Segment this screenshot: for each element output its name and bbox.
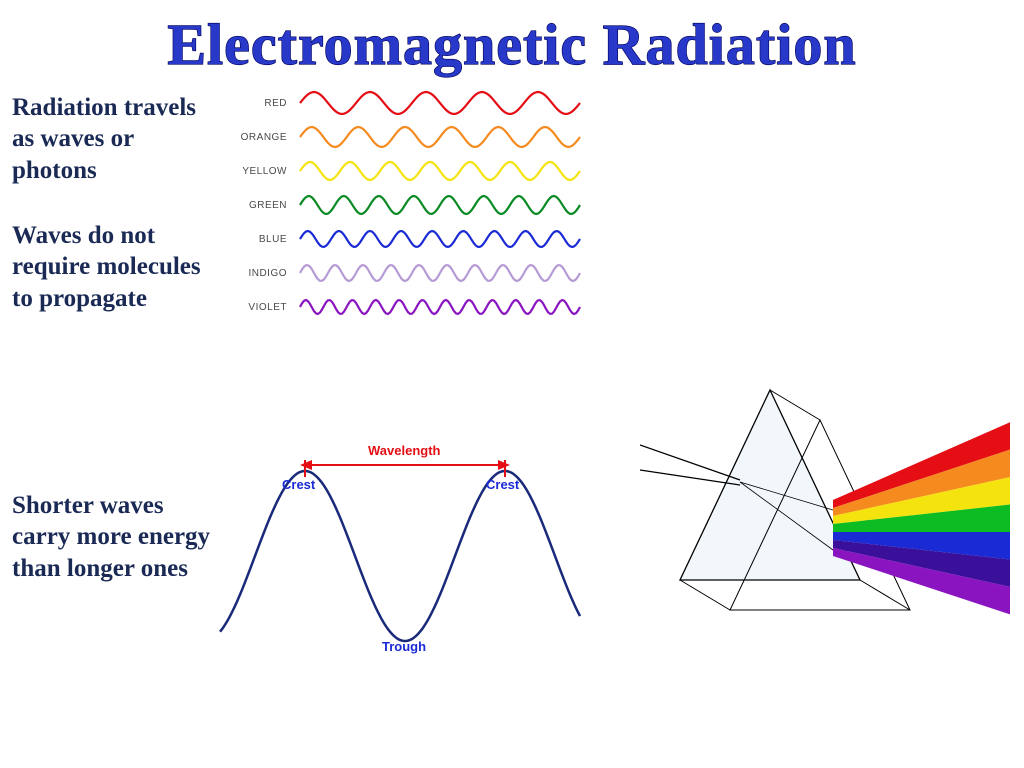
spectrum-wave [295,156,585,186]
crest-label-left: Crest [282,477,315,492]
prism-svg [640,350,1010,650]
bullet-text-3: Shorter waves carry more energy than lon… [12,490,222,584]
bullet-text-2: Waves do not require molecules to propag… [12,220,222,314]
wavelength-diagram: Crest Crest Trough Wavelength [200,416,600,666]
spectrum-label: INDIGO [225,268,295,279]
prism-diagram [640,350,1010,650]
crest-label-right: Crest [486,477,519,492]
spectrum-row-blue: BLUE [225,222,585,256]
spectrum-label: GREEN [225,200,295,211]
color-spectrum-diagram: RED ORANGE YELLOW GREEN BLUE INDIGO VIOLET [225,86,585,324]
spectrum-label: RED [225,98,295,109]
spectrum-wave [295,292,585,322]
spectrum-row-indigo: INDIGO [225,256,585,290]
wavelength-label: Wavelength [368,443,440,458]
spectrum-label: ORANGE [225,132,295,143]
spectrum-wave [295,122,585,152]
title-svg: Electromagnetic Radiation [0,6,1024,80]
spectrum-wave [295,88,585,118]
page-title: Electromagnetic Radiation [0,0,1024,94]
spectrum-row-yellow: YELLOW [225,154,585,188]
spectrum-row-violet: VIOLET [225,290,585,324]
svg-text:Electromagnetic Radiation: Electromagnetic Radiation [167,12,856,77]
spectrum-wave [295,190,585,220]
spectrum-label: BLUE [225,234,295,245]
spectrum-row-green: GREEN [225,188,585,222]
spectrum-label: VIOLET [225,302,295,313]
spectrum-row-red: RED [225,86,585,120]
spectrum-wave [295,258,585,288]
spectrum-row-orange: ORANGE [225,120,585,154]
trough-label: Trough [382,639,426,654]
spectrum-wave [295,224,585,254]
bullet-text-1: Radiation travels as waves or photons [12,92,222,186]
spectrum-label: YELLOW [225,166,295,177]
